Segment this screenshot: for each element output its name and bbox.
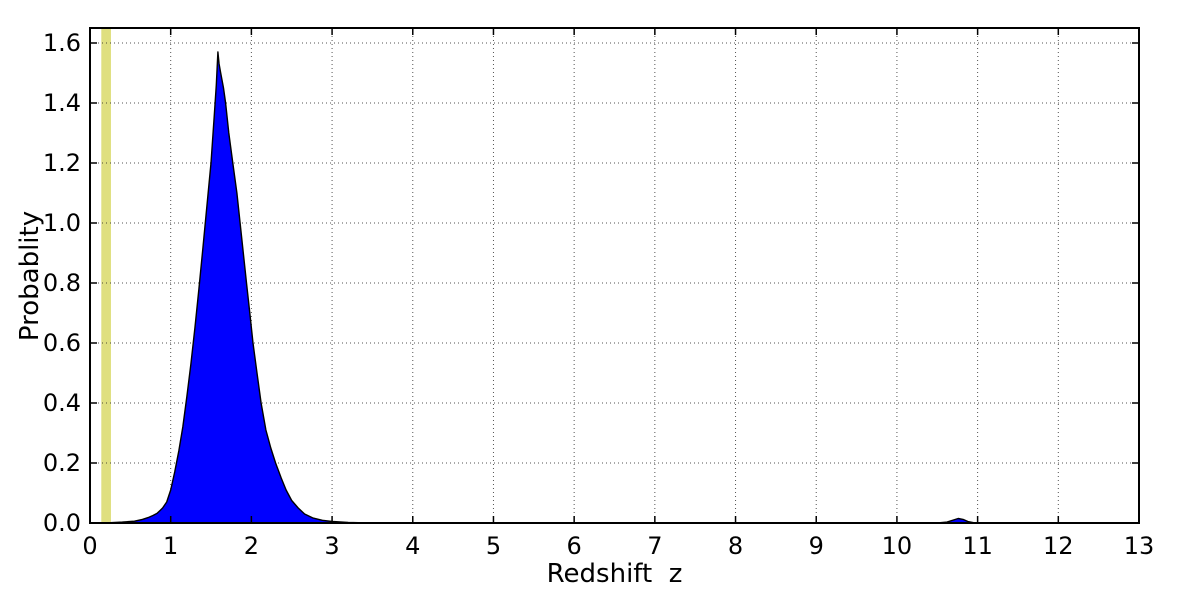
x-tick-label-6: 6 — [567, 532, 582, 560]
x-tick-label-10: 10 — [882, 532, 913, 560]
y-tick-label-0.0: 0.0 — [43, 509, 81, 537]
spec-z-band — [101, 28, 111, 523]
y-tick-label-1.0: 1.0 — [43, 209, 81, 237]
x-tick-label-1: 1 — [163, 532, 178, 560]
y-tick-label-0.8: 0.8 — [43, 269, 81, 297]
x-tick-label-11: 11 — [962, 532, 993, 560]
x-tick-label-4: 4 — [405, 532, 420, 560]
x-tick-label-2: 2 — [244, 532, 259, 560]
x-tick-label-0: 0 — [82, 532, 97, 560]
y-tick-label-1.6: 1.6 — [43, 29, 81, 57]
x-axis-label: Redshift z — [547, 559, 683, 589]
y-tick-label-0.2: 0.2 — [43, 449, 81, 477]
x-tick-label-5: 5 — [486, 532, 501, 560]
y-tick-label-0.6: 0.6 — [43, 329, 81, 357]
y-axis-label: Probablity — [15, 211, 45, 341]
y-tick-label-1.4: 1.4 — [43, 89, 81, 117]
x-tick-label-3: 3 — [324, 532, 339, 560]
x-tick-label-7: 7 — [647, 532, 662, 560]
x-tick-label-8: 8 — [728, 532, 743, 560]
x-tick-label-9: 9 — [809, 532, 824, 560]
axes-frame — [89, 27, 1140, 524]
x-tick-label-12: 12 — [1043, 532, 1074, 560]
y-tick-label-1.2: 1.2 — [43, 149, 81, 177]
y-tick-label-0.4: 0.4 — [43, 389, 81, 417]
x-tick-label-13: 13 — [1124, 532, 1155, 560]
